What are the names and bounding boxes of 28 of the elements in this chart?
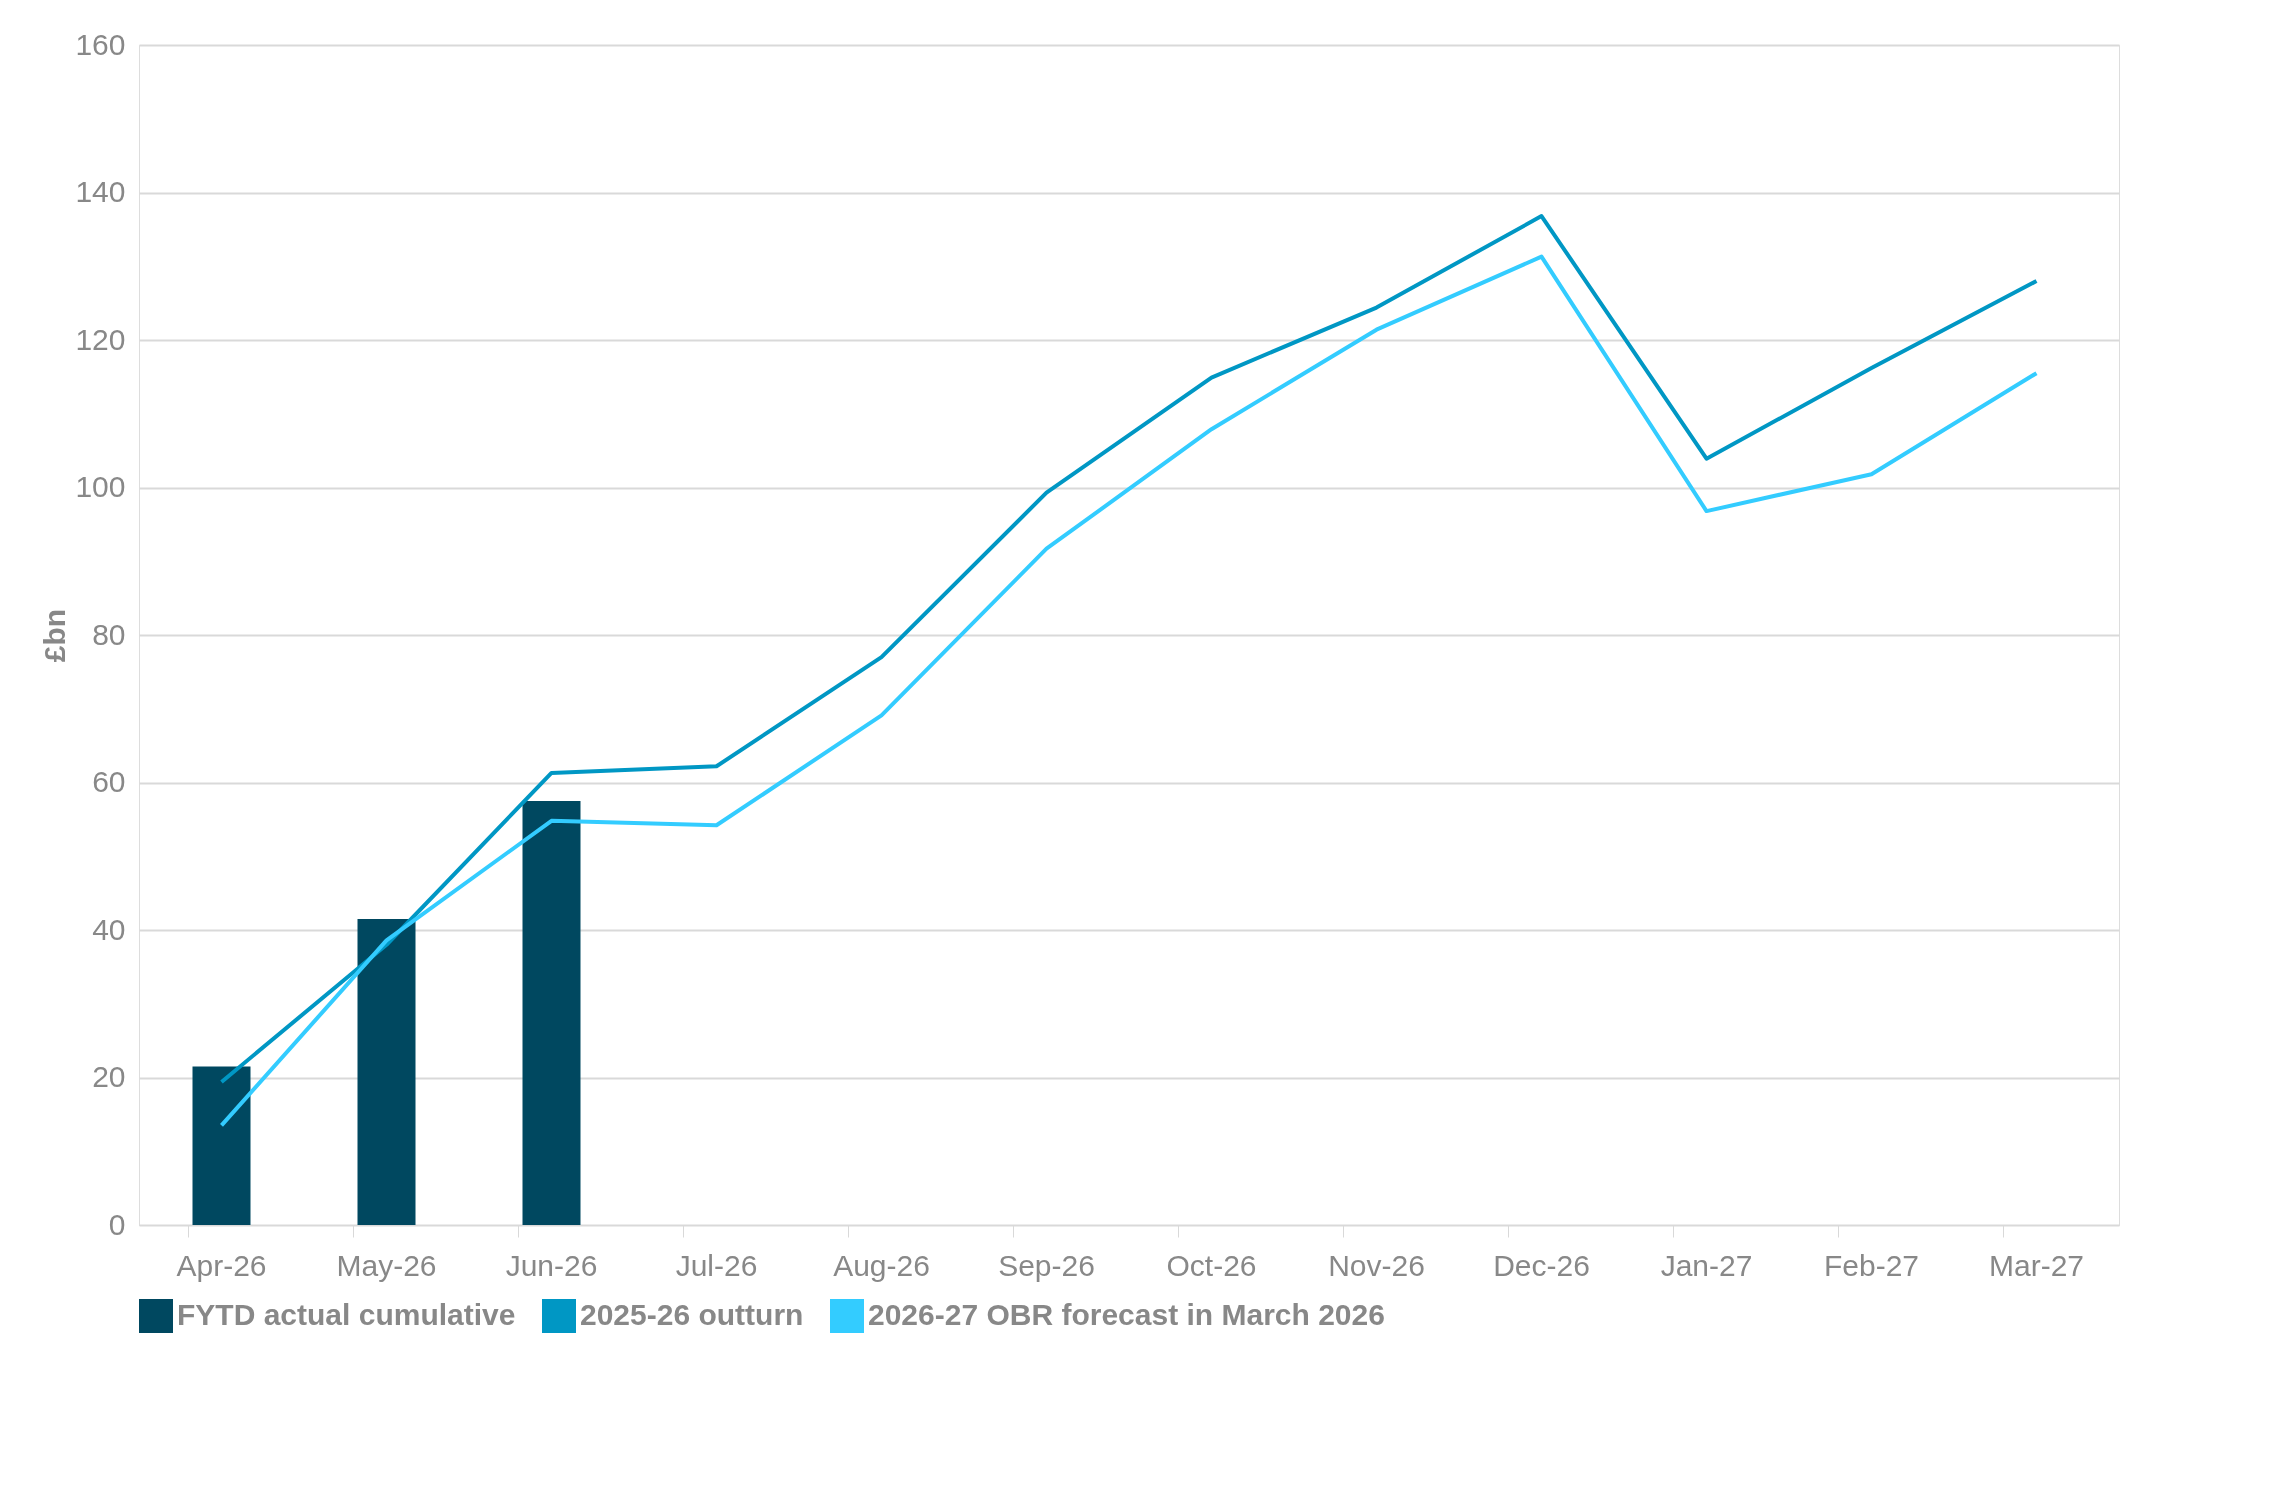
y-tick-label: 100 [75,470,126,503]
x-tick-label: Feb-27 [1823,1248,1920,1282]
x-tick-label: Aug-26 [833,1248,930,1282]
legend-label: 2026-27 OBR forecast in March 2026 [868,1298,1385,1331]
x-tick-label: Jul-26 [675,1248,758,1282]
legend-label: FYTD actual cumulative [177,1298,516,1331]
x-tick-label: Nov-26 [1328,1248,1425,1282]
legend-label: 2025-26 outturn [580,1298,804,1331]
y-tick-label: 20 [92,1060,126,1093]
x-tick-label: Dec-26 [1493,1248,1590,1282]
bar [522,800,581,1225]
y-tick-label: 140 [75,175,126,208]
y-tick-label: 40 [92,912,126,946]
x-tick-label: Sep-26 [998,1248,1095,1282]
y-axis-title: £bn [38,608,72,663]
y-tick-label: 120 [75,322,126,356]
x-tick-label: Apr-26 [176,1248,267,1282]
x-tick-label: Oct-26 [1166,1248,1257,1282]
x-tick-label: May-26 [336,1248,437,1282]
y-tick-label: 160 [75,27,126,61]
y-tick-label: 60 [92,765,126,798]
bar [357,918,416,1225]
y-tick-label: 80 [92,617,126,651]
bar [192,1066,251,1225]
x-tick-label: Jan-27 [1660,1248,1753,1282]
y-tick-label: 0 [108,1207,126,1241]
x-tick-label: Mar-27 [1988,1248,2085,1282]
x-tick-label: Jun-26 [505,1248,598,1282]
